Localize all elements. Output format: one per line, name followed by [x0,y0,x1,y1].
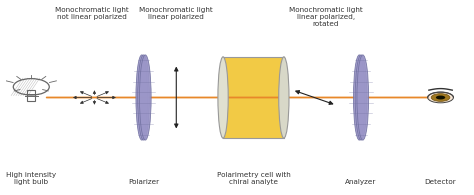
Ellipse shape [436,96,445,99]
Ellipse shape [428,92,454,103]
Text: Monochromatic light
linear polarized: Monochromatic light linear polarized [139,6,213,20]
Text: High intensity
light bulb: High intensity light bulb [6,172,56,185]
Text: Analyzer: Analyzer [346,179,377,185]
Ellipse shape [279,57,289,138]
Ellipse shape [137,55,149,140]
Ellipse shape [355,55,367,140]
Text: Monochromatic light
linear polarized,
rotated: Monochromatic light linear polarized, ro… [289,6,363,27]
Text: Polarimetry cell with
chiral analyte: Polarimetry cell with chiral analyte [217,172,291,185]
Ellipse shape [139,55,151,140]
Bar [223,57,284,138]
Ellipse shape [218,57,228,138]
Ellipse shape [431,94,450,101]
Text: Detector: Detector [425,179,456,185]
Ellipse shape [354,55,365,140]
Ellipse shape [136,55,147,140]
Ellipse shape [357,55,369,140]
Bar [27,90,36,101]
Text: Monochromatic light
not linear polarized: Monochromatic light not linear polarized [55,6,129,20]
Text: Polarizer: Polarizer [128,179,159,185]
